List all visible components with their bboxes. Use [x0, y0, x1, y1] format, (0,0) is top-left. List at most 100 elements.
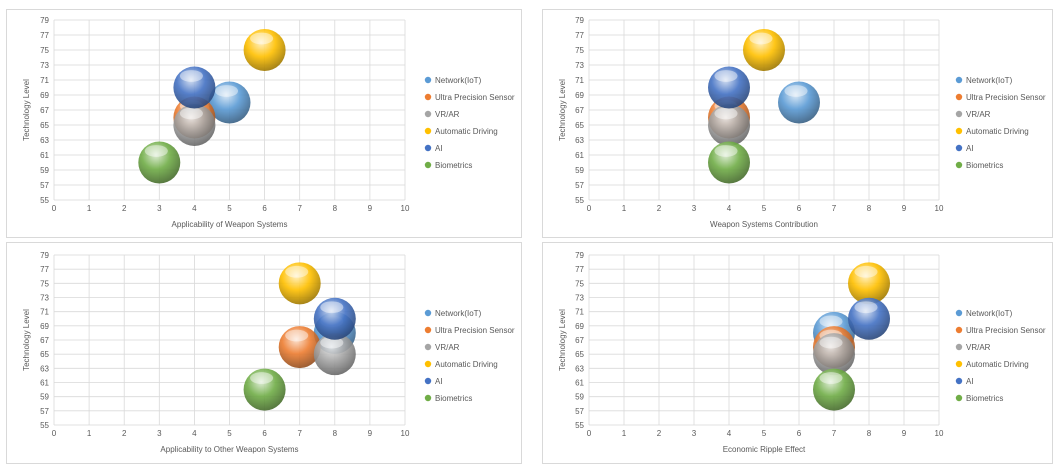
x-tick-label: 7 — [297, 429, 302, 438]
legend-marker — [424, 377, 432, 385]
y-tick-label: 63 — [40, 136, 49, 145]
x-axis-title: Applicability of Weapon Systems — [172, 220, 288, 229]
legend-marker — [955, 326, 963, 334]
x-tick-label: 10 — [935, 429, 944, 438]
y-axis-title: Technology Level — [22, 79, 31, 141]
bubbles — [138, 29, 286, 184]
x-tick-label: 9 — [902, 429, 907, 438]
y-axis-title: Technology Level — [558, 79, 567, 141]
x-tick-label: 4 — [192, 204, 197, 213]
bubbles — [708, 29, 820, 184]
chart-panel-other-weapon-applicability: 0 1 2 3 4 5 6 7 8 9 10 55 57 59 61 63 65 67 69 71 73 75 77 79 Ap… — [6, 242, 522, 464]
x-tick-label: 7 — [297, 204, 302, 213]
bubble-vr-ar — [313, 333, 356, 376]
x-tick-label: 0 — [587, 204, 592, 213]
bubble-biometrics — [813, 368, 855, 411]
bubble-network-iot- — [778, 81, 820, 124]
legend-marker — [955, 377, 963, 385]
y-tick-label: 79 — [40, 251, 49, 260]
x-axis-title: Weapon Systems Contribution — [710, 220, 818, 229]
x-tick-label: 3 — [692, 429, 697, 438]
y-tick-label: 61 — [40, 379, 49, 388]
x-tick-label: 1 — [622, 429, 627, 438]
bubble-highlight — [285, 265, 309, 278]
bubble-highlight — [819, 372, 843, 384]
y-tick-label: 67 — [575, 106, 584, 115]
y-tick-label: 63 — [575, 364, 584, 373]
x-tick-label: 8 — [333, 429, 338, 438]
y-tick-label: 59 — [40, 166, 49, 175]
y-tick-label: 75 — [40, 279, 49, 288]
y-tick-label: 71 — [575, 308, 584, 317]
legend-label: Biometrics — [435, 161, 472, 170]
bubble-network-iot- — [208, 81, 251, 124]
y-tick-label: 65 — [575, 121, 584, 130]
bubble-biometrics — [708, 141, 750, 184]
bubble-highlight — [144, 145, 168, 157]
x-tick-label: 1 — [87, 204, 92, 213]
y-tick-label: 63 — [575, 136, 584, 145]
y-tick-label: 69 — [575, 322, 584, 331]
bubble-highlight — [749, 32, 773, 45]
bubble-automatic-driving — [848, 262, 890, 305]
x-tick-label: 1 — [622, 204, 627, 213]
chart-panel-weapon-contribution: 0 1 2 3 4 5 6 7 8 9 10 55 57 59 61 63 65 67 69 71 73 75 77 79 We… — [542, 9, 1053, 238]
legend-marker — [955, 110, 963, 118]
legend-label: AI — [435, 377, 443, 386]
gridlines — [53, 254, 406, 426]
x-tick-label: 0 — [52, 204, 57, 213]
y-tick-label: 73 — [575, 294, 584, 303]
x-tick-label: 6 — [262, 204, 267, 213]
y-tick-label: 57 — [40, 181, 49, 190]
legend: Network(IoT) Ultra Precision Sensor VR/AR A… — [424, 309, 515, 403]
x-tick-label: 6 — [797, 204, 802, 213]
bubble-highlight — [819, 336, 843, 349]
bubble-highlight — [714, 145, 738, 157]
chart-svg: 0 1 2 3 4 5 6 7 8 9 1055575961636567697173757779Ap… — [22, 16, 515, 229]
y-tick-label: 79 — [575, 251, 584, 260]
legend-marker — [424, 161, 432, 169]
x-tick-label: 4 — [727, 204, 732, 213]
x-tick-label: 4 — [192, 429, 197, 438]
x-tick-label: 0 — [587, 429, 592, 438]
y-tick-label: 61 — [40, 151, 49, 160]
y-tick-label: 55 — [575, 421, 584, 430]
x-tick-label: 9 — [902, 204, 907, 213]
legend-label: Automatic Driving — [435, 127, 498, 136]
legend-label: Biometrics — [966, 161, 1003, 170]
y-tick-label: 59 — [575, 166, 584, 175]
y-tick-label: 59 — [575, 393, 584, 402]
legend-marker — [424, 110, 432, 118]
legend-marker — [424, 326, 432, 334]
legend-label: AI — [435, 144, 443, 153]
legend-label: VR/AR — [966, 343, 991, 352]
bubble-ultra-precision-sensor — [278, 326, 321, 369]
legend: Network(IoT) Ultra Precision Sensor VR/AR A… — [955, 76, 1046, 170]
y-tick-label: 55 — [40, 421, 49, 430]
x-tick-label: 8 — [867, 429, 872, 438]
legend-label: Network(IoT) — [966, 76, 1013, 85]
x-tick-label: 7 — [832, 204, 837, 213]
x-tick-label: 0 — [52, 429, 57, 438]
bubble-highlight — [854, 301, 878, 314]
y-tick-label: 65 — [40, 121, 49, 130]
y-tick-label: 67 — [40, 106, 49, 115]
legend-label: Ultra Precision Sensor — [966, 326, 1046, 335]
legend-marker — [424, 144, 432, 152]
x-tick-label: 10 — [401, 204, 410, 213]
x-tick-label: 7 — [832, 429, 837, 438]
legend-marker — [424, 76, 432, 84]
legend-label: Automatic Driving — [435, 360, 498, 369]
bubble-vr-ar — [813, 333, 855, 376]
bubble-biometrics — [243, 368, 286, 411]
legend-marker — [955, 76, 963, 84]
legend-marker — [955, 93, 963, 101]
legend-marker — [424, 127, 432, 135]
chart-svg: 0 1 2 3 4 5 6 7 8 9 1055575961636567697173757779Ap… — [22, 251, 515, 454]
bubble-highlight — [250, 32, 274, 45]
x-tick-label: 10 — [935, 204, 944, 213]
x-tick-label: 3 — [157, 204, 162, 213]
chart-panel-weapon-applicability: 0 1 2 3 4 5 6 7 8 9 10 55 57 59 61 63 65 67 69 71 73 75 77 79 Ap… — [6, 9, 522, 238]
bubble-ai — [708, 66, 750, 109]
legend-marker — [955, 394, 963, 402]
